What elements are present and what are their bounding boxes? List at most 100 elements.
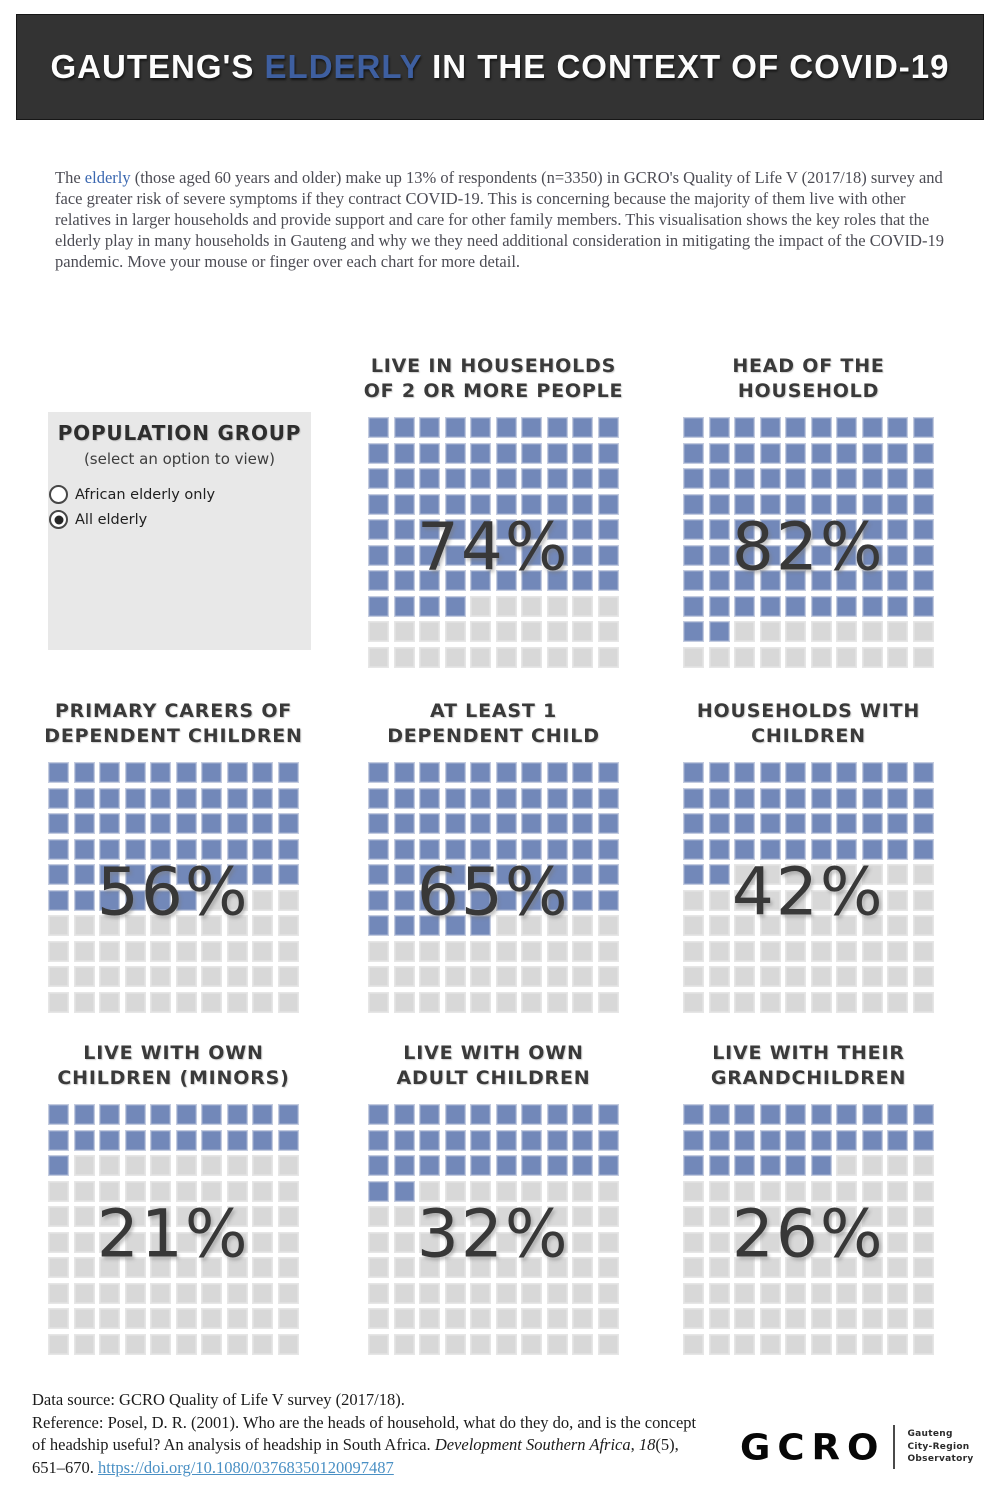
waffle-cell-empty (785, 1206, 806, 1227)
waffle-cell-filled (393, 915, 415, 936)
waffle-cell-empty (495, 940, 517, 962)
waffle-cell-empty (393, 621, 415, 642)
waffle-cell-filled (470, 493, 491, 515)
waffle-cell-filled (444, 838, 466, 860)
waffle-cell-filled (912, 595, 934, 617)
waffle-cell-empty (277, 915, 299, 936)
waffle-cell-filled (495, 544, 517, 566)
radio-option-african-elderly-only[interactable]: African elderly only (49, 482, 215, 507)
waffle-cell-filled (368, 595, 389, 617)
waffle-cell-empty (521, 940, 542, 962)
waffle-cell-empty (597, 940, 619, 962)
waffle-cell-empty (277, 1206, 299, 1227)
waffle-cell-filled (175, 762, 197, 783)
waffle-cell-filled (73, 787, 95, 809)
waffle-cell-empty (861, 915, 883, 936)
waffle-cell-empty (252, 1333, 273, 1355)
waffle-cell-empty (226, 1333, 248, 1355)
waffle-cell-empty (150, 991, 171, 1013)
waffle-cell-filled (150, 762, 171, 783)
waffle-cell-empty (836, 1206, 857, 1227)
waffle-cell-filled (48, 787, 69, 809)
waffle-cell-empty (252, 1206, 273, 1227)
waffle-cell-empty (912, 1206, 934, 1227)
waffle-cell-empty (419, 1308, 440, 1329)
waffle-chart-head-of-household[interactable]: 82% (683, 417, 934, 668)
waffle-cell-filled (201, 762, 222, 783)
waffle-cell-empty (521, 915, 542, 936)
waffle-cell-filled (708, 621, 730, 642)
waffle-cell-empty (175, 1257, 197, 1278)
waffle-cell-filled (810, 442, 832, 464)
logo-tagline-line: Observatory (907, 1454, 974, 1465)
waffle-cell-empty (683, 1231, 704, 1253)
waffle-cell-filled (419, 864, 440, 885)
waffle-cell-filled (572, 1104, 593, 1125)
waffle-cell-empty (546, 621, 568, 642)
waffle-cell-empty (521, 1206, 542, 1227)
waffle-chart-live-with-grandchildren[interactable]: 26% (683, 1104, 934, 1355)
waffle-cell-empty (99, 1180, 120, 1202)
waffle-cell-filled (759, 813, 781, 834)
waffle-cell-filled (785, 544, 806, 566)
waffle-cell-filled (495, 570, 517, 591)
waffle-cell-empty (861, 966, 883, 987)
waffle-chart-at-least-1-dependent-child[interactable]: 65% (368, 762, 619, 1013)
waffle-cell-filled (912, 417, 934, 438)
waffle-cell-filled (470, 762, 491, 783)
radio-option-all-elderly[interactable]: All elderly (49, 507, 215, 532)
waffle-cell-empty (201, 889, 222, 911)
elderly-link[interactable]: elderly (84, 168, 131, 187)
waffle-cell-filled (99, 762, 120, 783)
radio-unselected-icon[interactable] (49, 485, 68, 504)
waffle-cell-empty (887, 889, 908, 911)
waffle-cell-filled (470, 1104, 491, 1125)
waffle-cell-empty (521, 991, 542, 1013)
radio-selected-icon[interactable] (49, 510, 68, 529)
waffle-chart-live-with-own-adult-children[interactable]: 32% (368, 1104, 619, 1355)
chart-title-at-least-1-dependent-child: AT LEAST 1 DEPENDENT CHILD (335, 699, 652, 749)
waffle-cell-empty (683, 1308, 704, 1329)
waffle-chart-households-with-children[interactable]: 42% (683, 762, 934, 1013)
waffle-cell-filled (393, 519, 415, 540)
waffle-cell-filled (419, 519, 440, 540)
waffle-cell-filled (887, 762, 908, 783)
waffle-cell-filled (683, 813, 704, 834)
doi-link[interactable]: https://doi.org/10.1080/0376835012009748… (98, 1457, 394, 1477)
waffle-cell-filled (572, 864, 593, 885)
waffle-cell-filled (368, 1180, 389, 1202)
waffle-cell-filled (734, 787, 755, 809)
waffle-cell-empty (597, 1206, 619, 1227)
waffle-cell-empty (470, 1257, 491, 1278)
waffle-cell-empty (470, 1206, 491, 1227)
waffle-cell-filled (226, 838, 248, 860)
waffle-cell-filled (734, 417, 755, 438)
waffle-cell-empty (252, 1231, 273, 1253)
waffle-cell-empty (734, 1333, 755, 1355)
waffle-chart-live-with-own-children-minors[interactable]: 21% (48, 1104, 299, 1355)
waffle-cell-filled (444, 1104, 466, 1125)
waffle-cell-filled (597, 864, 619, 885)
waffle-chart-households-2-or-more[interactable]: 74% (368, 417, 619, 668)
chart-title-line: HOUSEHOLD (737, 380, 880, 402)
waffle-cell-empty (252, 1180, 273, 1202)
waffle-cell-empty (73, 1180, 95, 1202)
waffle-cell-filled (708, 1155, 730, 1176)
waffle-cell-filled (683, 544, 704, 566)
gcro-wordmark: GCRO (740, 1426, 886, 1468)
waffle-cell-filled (495, 1104, 517, 1125)
waffle-cell-filled (368, 889, 389, 911)
waffle-cell-empty (226, 940, 248, 962)
waffle-cell-empty (683, 966, 704, 987)
waffle-cell-empty (836, 864, 857, 885)
waffle-chart-primary-carers[interactable]: 56% (48, 762, 299, 1013)
waffle-cell-empty (277, 991, 299, 1013)
waffle-cell-empty (444, 1333, 466, 1355)
waffle-cell-filled (759, 1155, 781, 1176)
waffle-cell-filled (785, 468, 806, 489)
waffle-cell-filled (887, 787, 908, 809)
waffle-cell-filled (393, 762, 415, 783)
waffle-cell-filled (175, 864, 197, 885)
chart-title-households-with-children: HOUSEHOLDS WITH CHILDREN (650, 699, 967, 749)
waffle-cell-filled (597, 762, 619, 783)
